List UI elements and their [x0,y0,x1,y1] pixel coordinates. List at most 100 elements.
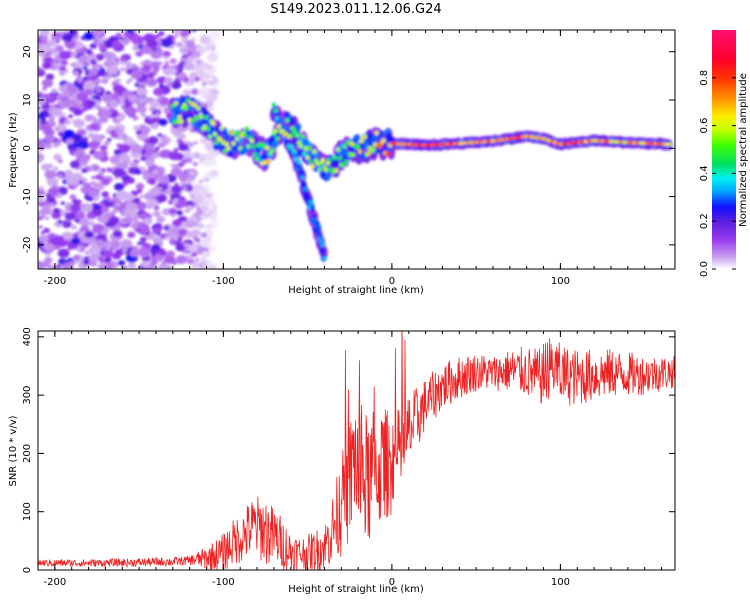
noise-blob [83,62,88,66]
noise-blob [180,30,191,37]
ridge-core [207,134,213,139]
ridge-core [315,161,320,167]
noise-blob [190,219,195,223]
noise-blob [187,56,195,63]
noise-blob [200,232,208,238]
noise-blob [82,66,88,70]
ridge-body [215,124,222,133]
noise-blob [147,136,159,145]
snr-y-ticks: 0 100 200 300 400 [22,327,675,573]
noise-blob [185,220,191,225]
y-tick-label: 0 [22,145,33,151]
noise-blob [192,161,199,167]
noise-blob [93,182,105,191]
ridge-core [184,105,189,111]
ridge-core [317,167,322,172]
ridge-core [192,102,197,108]
ridge-core [173,101,179,106]
snr-x-ticks: -200 -100 0 100 [37,331,663,588]
noise-blob [77,86,84,91]
noise-blob [38,106,41,111]
noise-blob [38,186,44,191]
noise-blob [194,58,203,65]
noise-blob [164,61,169,65]
noise-blob [159,250,167,257]
noise-blob [58,258,67,265]
noise-blob [125,66,131,70]
noise-blob [202,158,214,168]
ridge-core [273,128,278,133]
noise-blob [43,56,54,64]
noise-blob [108,198,113,202]
noise-blob [134,83,139,87]
noise-blob [144,115,157,125]
noise-blob [72,61,85,71]
noise-blob [120,55,128,62]
ridge-core [337,156,342,161]
noise-blob [135,169,142,175]
ridge-core [320,158,325,163]
noise-blob [110,132,119,139]
branch-core [310,207,315,212]
noise-blob [47,39,57,47]
ridge-body [272,140,279,149]
noise-blob [206,64,213,70]
ridge-core [297,140,302,145]
noise-blob [146,78,158,87]
noise-blob [145,149,154,156]
noise-blob [205,259,212,265]
noise-blob [208,30,218,38]
ridge-body [354,134,361,143]
noise-blob [44,134,56,142]
noise-blob [102,51,114,60]
ridge-core [251,144,256,149]
ridge-core [302,151,307,157]
noise-blob [176,210,183,216]
chart-title: S149.2023.011.12.06.G24 [270,2,441,17]
noise-blob [46,177,59,187]
noise-blob [51,88,58,94]
ridge-core [219,126,224,131]
noise-blob [65,138,74,145]
ridge-body [359,152,366,161]
noise-blob [141,260,151,268]
noise-blob [132,115,139,121]
ridge-core [263,160,268,165]
y-tick-label: 300 [22,386,33,405]
noise-blob [49,94,56,100]
noise-blob [209,170,219,178]
ridge-core [261,143,267,148]
noise-blob [91,133,104,143]
ridge-core [244,126,250,131]
noise-blob [59,72,65,76]
noise-blob [95,87,103,93]
noise-blob [115,154,123,160]
noise-blob [40,206,52,216]
ridge-core [275,136,280,141]
noise-blob [137,222,145,228]
ridge-body [277,116,284,125]
noise-blob [98,170,105,176]
noise-blob [69,146,77,152]
noise-blob [131,63,138,69]
y-tick-label: 200 [22,444,33,463]
noise-blob [78,155,90,164]
noise-blob [135,201,147,211]
noise-blob [43,227,50,233]
spectrogram-x-ticks: -200 -100 0 100 [37,30,663,287]
noise-blob [115,202,121,207]
noise-blob [41,78,54,88]
noise-blob [112,198,118,202]
branch-core [318,238,324,244]
spectrogram-y-label: Frequency (Hz) [8,112,19,188]
colorbar-tick-label: 0.6 [699,118,710,134]
noise-blob [138,249,150,258]
ridge-core [211,121,216,126]
noise-blob [88,189,99,197]
y-tick-label: 10 [22,94,33,107]
noise-blob [135,87,148,97]
branch-core [271,102,277,107]
noise-blob [44,216,50,220]
noise-blob [69,194,77,200]
branch-core [312,213,317,218]
